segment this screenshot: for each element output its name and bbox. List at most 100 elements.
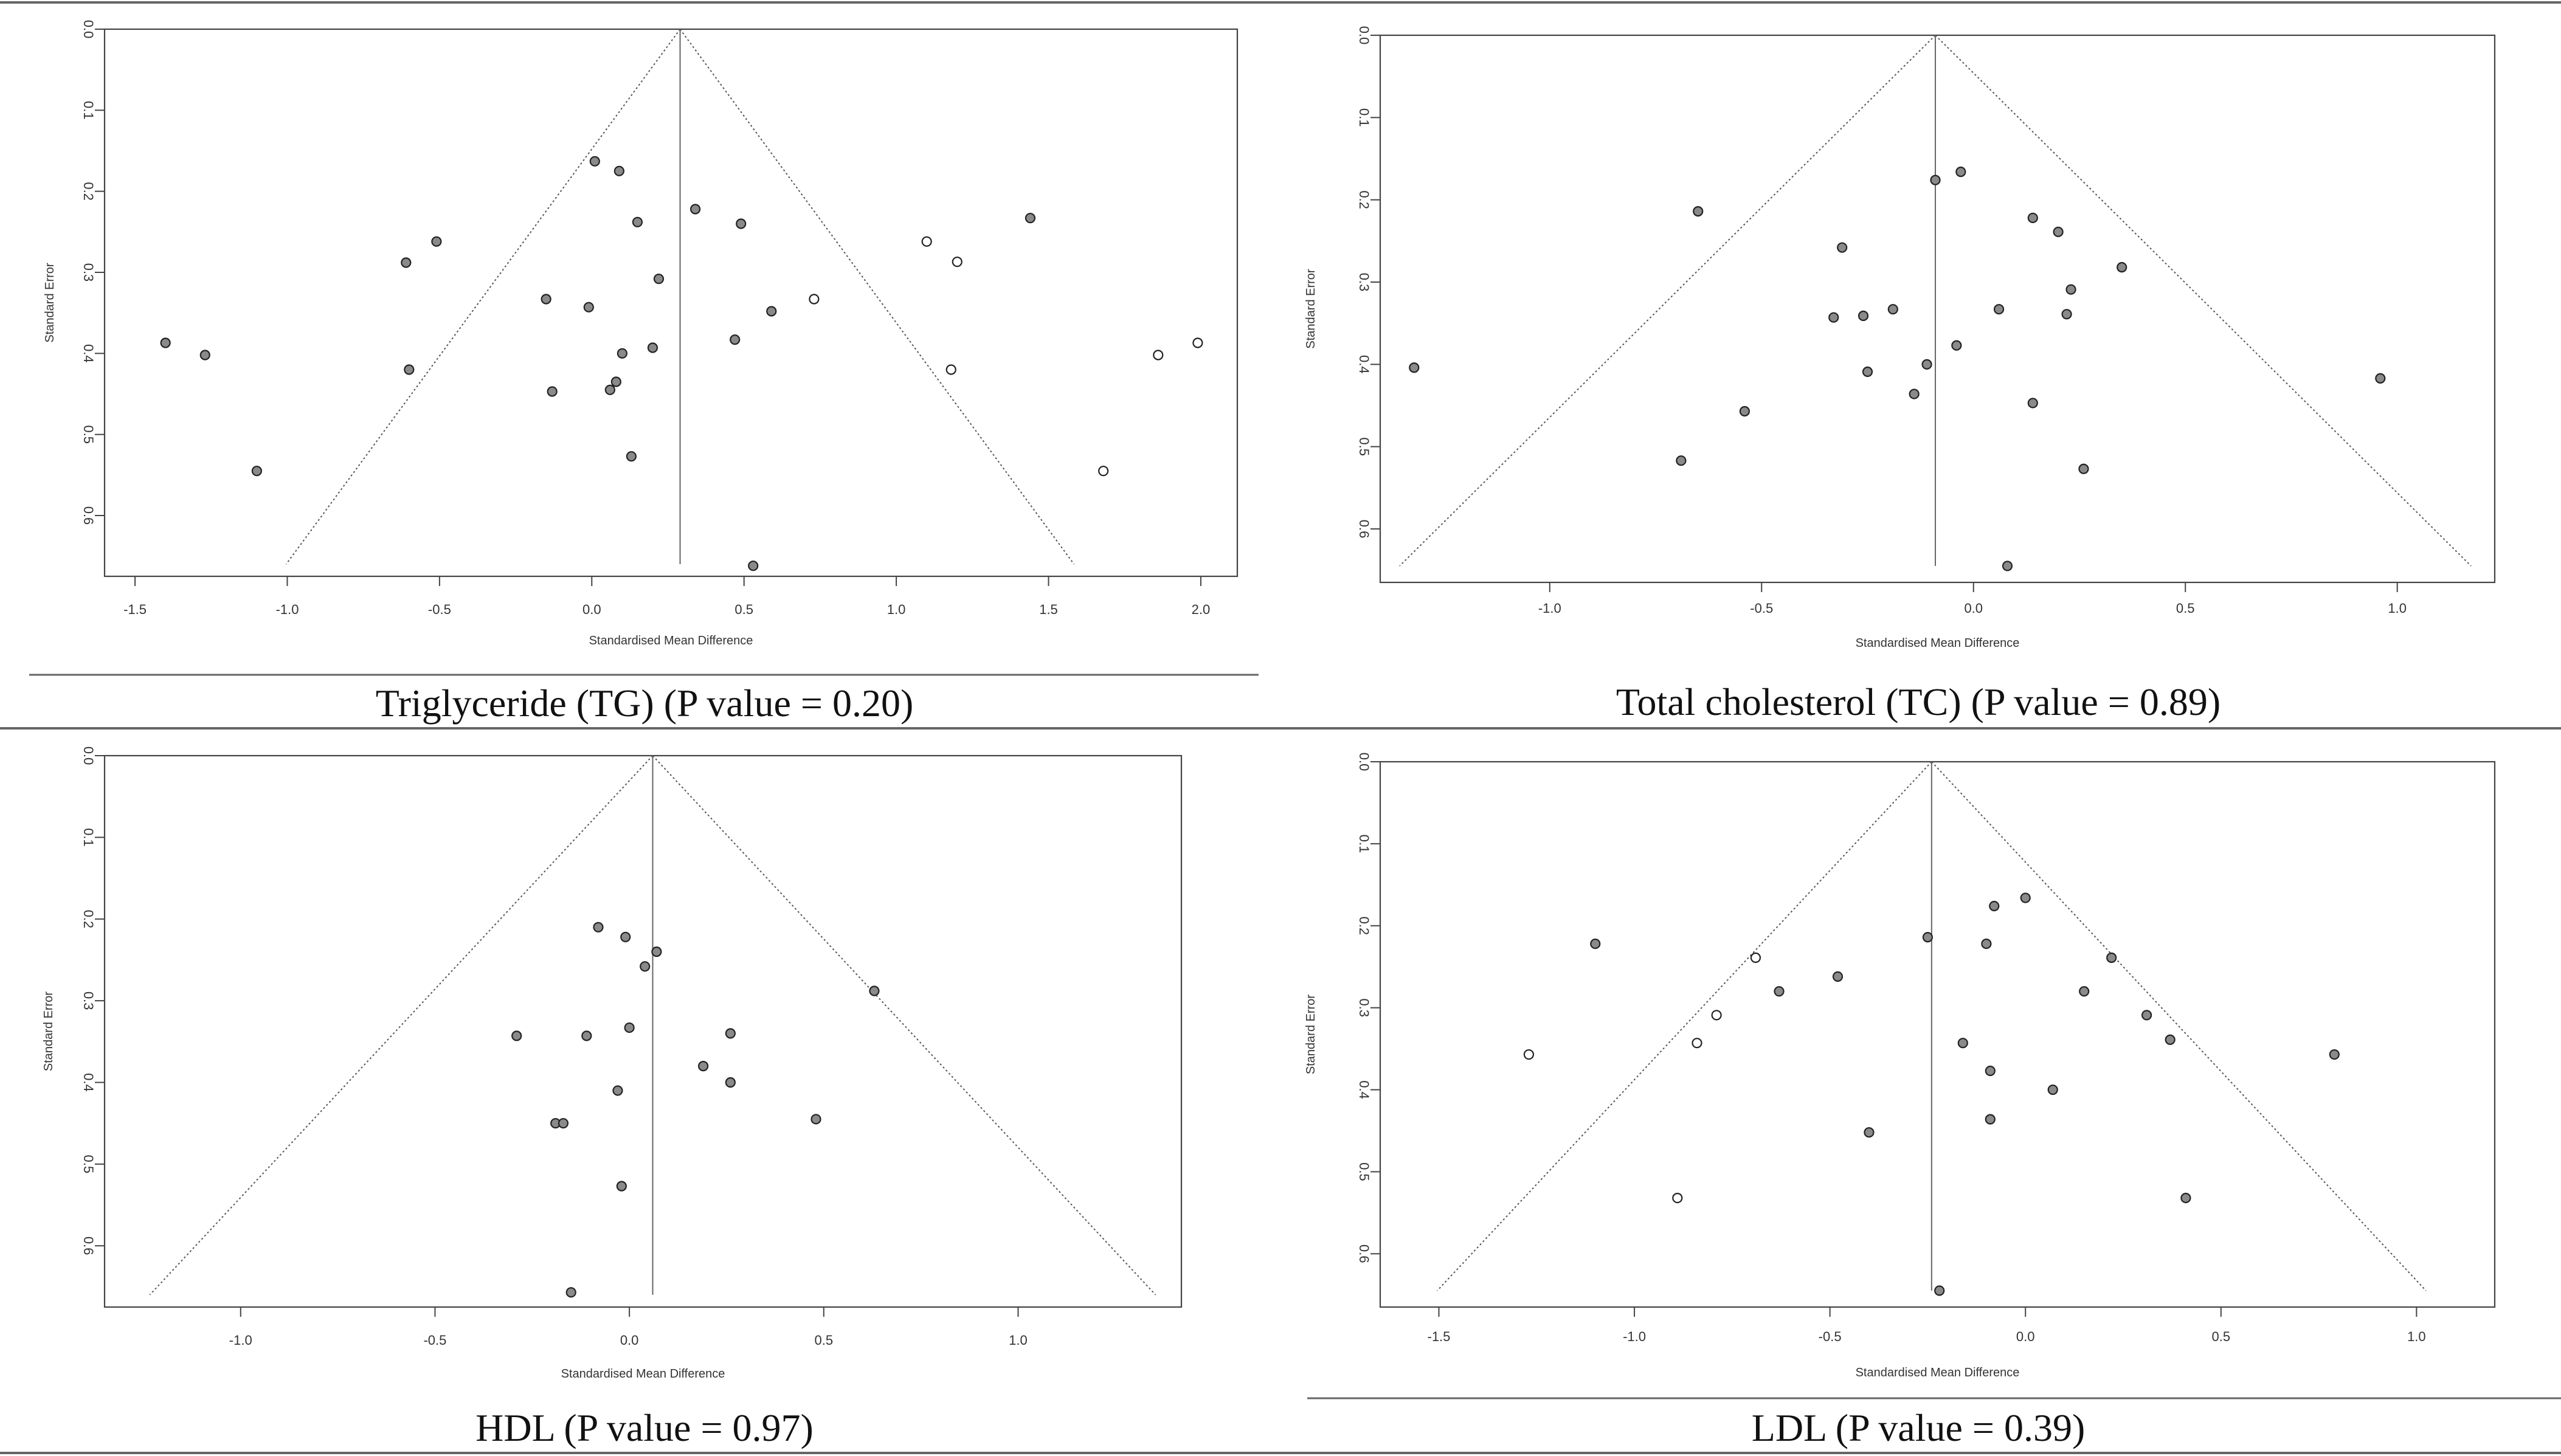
study-point: [1828, 312, 1839, 323]
x-tick-label: 1.0: [1009, 1333, 1028, 1348]
study-point: [2117, 262, 2127, 273]
x-tick-label: 1.0: [2407, 1329, 2426, 1344]
y-tick-label: 0.5: [81, 425, 96, 444]
study-point: [725, 1028, 736, 1039]
study-point: [1887, 304, 1898, 315]
study-point: [1951, 340, 1962, 351]
x-tick-label: -1.0: [1623, 1329, 1646, 1344]
panel-triglyceride: -1.5 -1.0 -0.5 0.0 0.5 1.0 1.5 2.0 0.0 0.1 0.2 0.3 0…: [43, 20, 1239, 725]
study-point: [604, 384, 615, 395]
study-point: [583, 302, 594, 312]
y-axis-label: Standard Error: [1304, 995, 1318, 1075]
study-point: [558, 1118, 569, 1129]
study-point: [2053, 226, 2064, 238]
study-point: [2165, 1034, 2176, 1045]
x-tick-label: 0.0: [1964, 601, 1983, 616]
x-axis-label: Standardised Mean Difference: [561, 1367, 725, 1381]
x-tick-label: 1.0: [887, 602, 906, 617]
plot-frame: [103, 754, 1183, 1308]
funnel-left-line: [285, 29, 681, 565]
study-point: [1957, 1038, 1968, 1049]
y-tick-label: 0.5: [1357, 1162, 1372, 1181]
study-point: [2065, 284, 2076, 295]
study-point: [617, 348, 627, 359]
panel-caption: HDL (P value = 0.97): [475, 1406, 814, 1449]
study-point: [1862, 366, 1873, 378]
x-tick-label: 0.0: [582, 602, 601, 617]
imputed-study-point: [952, 257, 963, 267]
study-point: [1934, 1285, 1945, 1296]
funnel-right-line: [1931, 761, 2427, 1291]
y-tick-label: 0.1: [81, 828, 96, 847]
x-tick-label: -1.5: [1428, 1329, 1451, 1344]
study-point: [2079, 986, 2090, 997]
y-axis-label: Standard Error: [43, 263, 57, 343]
study-point: [1409, 362, 1420, 373]
y-tick-label: 0.3: [81, 992, 96, 1010]
study-point: [565, 1287, 576, 1298]
study-point: [541, 294, 551, 305]
study-point: [1676, 455, 1687, 466]
study-point: [2141, 1010, 2152, 1021]
study-point: [1590, 938, 1601, 950]
study-point: [2002, 561, 2013, 571]
study-point: [613, 165, 624, 176]
x-tick-label: 0.5: [815, 1333, 834, 1348]
study-point: [869, 985, 880, 996]
study-point: [647, 342, 658, 353]
y-tick-label: 0.2: [1357, 190, 1372, 209]
study-point: [640, 961, 651, 972]
y-tick-label: 0.6: [81, 506, 96, 525]
study-point: [1864, 1127, 1875, 1138]
study-point: [725, 1077, 736, 1088]
funnel-left-line: [1399, 35, 1936, 567]
study-point: [593, 922, 604, 933]
funnel-right-line: [1935, 35, 2472, 567]
study-point: [1993, 304, 2005, 315]
study-point: [1955, 167, 1966, 178]
study-point: [581, 1030, 592, 1041]
study-point: [589, 156, 600, 167]
study-point: [404, 364, 415, 375]
y-tick-label: 0.2: [1357, 916, 1372, 935]
panel-hdl: -1.0 -0.5 0.0 0.5 1.0 0.0 0.1 0.2 0.3 0.4 0.5 0.6 St…: [42, 747, 1183, 1449]
study-point: [160, 337, 171, 348]
study-point: [199, 350, 210, 361]
imputed-study-point: [921, 236, 932, 247]
y-tick-label: 0.4: [1357, 1080, 1372, 1099]
study-point: [1837, 242, 1848, 253]
study-point: [651, 946, 662, 957]
panel-caption: Total cholesterol (TC) (P value = 0.89): [1616, 680, 2221, 723]
funnel-right-line: [679, 29, 1075, 565]
imputed-study-point: [1692, 1038, 1702, 1049]
study-point: [1985, 1114, 1996, 1125]
study-point: [624, 1022, 635, 1033]
plot-frame: [1379, 761, 2496, 1308]
study-point: [620, 931, 631, 942]
study-point: [1858, 310, 1869, 322]
study-point: [1981, 938, 1992, 950]
study-point: [511, 1030, 522, 1041]
imputed-study-point: [945, 364, 956, 375]
study-point: [251, 466, 263, 477]
study-point: [1774, 986, 1785, 997]
funnel-left-line: [1437, 761, 1932, 1291]
panel-ldl: -1.5 -1.0 -0.5 0.0 0.5 1.0 0.0 0.1 0.2 0.3 0.4 0.5 0…: [1304, 753, 2496, 1449]
study-point: [653, 274, 665, 285]
y-axis-label: Standard Error: [1304, 269, 1318, 349]
study-point: [1922, 932, 1934, 943]
study-point: [632, 216, 643, 227]
y-tick-label: 0.6: [1357, 520, 1372, 539]
imputed-study-point: [1153, 350, 1164, 361]
x-tick-label: -1.0: [276, 602, 299, 617]
funnel-left-line: [149, 755, 654, 1296]
x-tick-label: 0.5: [2176, 601, 2195, 616]
study-point: [401, 257, 412, 268]
study-point: [1985, 1065, 1996, 1077]
study-point: [766, 306, 777, 317]
x-tick-label: 2.0: [1192, 602, 1211, 617]
imputed-study-point: [1192, 337, 1203, 348]
study-point: [1739, 405, 1750, 417]
y-tick-label: 0.3: [1357, 273, 1372, 292]
